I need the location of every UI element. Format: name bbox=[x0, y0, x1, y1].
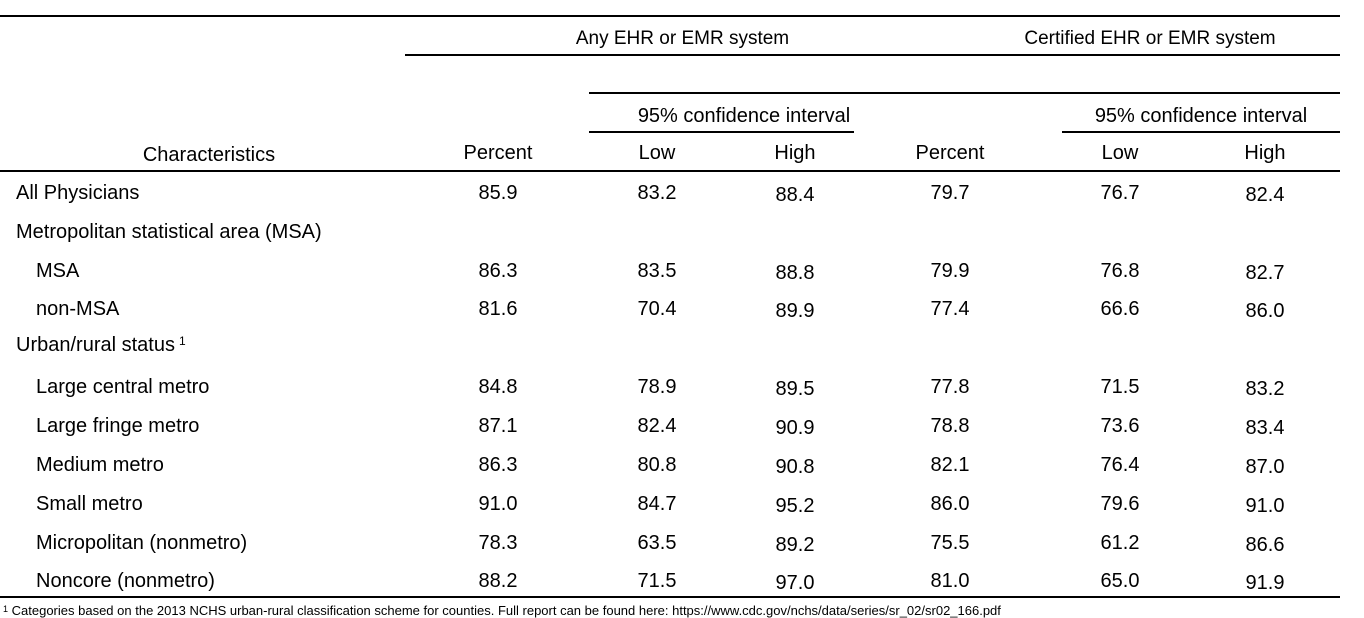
cell-cert-pct: 77.8 bbox=[930, 376, 970, 398]
cell-any-pct: 91.0 bbox=[478, 493, 518, 515]
table-bottom-rule bbox=[0, 596, 1340, 598]
row-label-text: MSA bbox=[36, 260, 80, 282]
group-header-certified: Certified EHR or EMR system bbox=[1024, 28, 1276, 49]
cell-cert-pct: 77.4 bbox=[930, 298, 970, 320]
row-label: Medium metro bbox=[36, 453, 164, 477]
cell-cert-high: 82.7 bbox=[1245, 262, 1285, 284]
ci-certified-rule-sub bbox=[1062, 131, 1340, 133]
row-label-text: Small metro bbox=[36, 493, 143, 515]
footnote-text: Categories based on the 2013 NCHS urban-… bbox=[11, 603, 1001, 618]
cell-cert-pct: 81.0 bbox=[930, 570, 970, 592]
header-certified-low: Low bbox=[1101, 142, 1139, 164]
cell-any-low: 82.4 bbox=[637, 415, 677, 437]
header-any-high: High bbox=[774, 142, 816, 164]
cell-any-high: 90.9 bbox=[775, 417, 815, 439]
row-label-text: Urban/rural status bbox=[16, 334, 175, 356]
row-label-text: Medium metro bbox=[36, 454, 164, 476]
cell-any-pct: 87.1 bbox=[478, 415, 518, 437]
row-label-text: Metropolitan statistical area (MSA) bbox=[16, 221, 322, 243]
row-label: non-MSA bbox=[36, 297, 119, 321]
group-header-rule bbox=[405, 54, 1340, 56]
cell-any-high: 97.0 bbox=[775, 572, 815, 594]
cell-cert-low: 76.8 bbox=[1100, 260, 1140, 282]
cell-any-pct: 84.8 bbox=[478, 376, 518, 398]
cell-any-high: 89.5 bbox=[775, 378, 815, 400]
cell-cert-high: 86.6 bbox=[1245, 534, 1285, 556]
cell-any-low: 71.5 bbox=[637, 570, 677, 592]
header-bottom-rule bbox=[0, 170, 1340, 172]
cell-any-high: 89.2 bbox=[775, 534, 815, 556]
row-label: Noncore (nonmetro) bbox=[36, 569, 215, 593]
footnote-reference: 1 bbox=[178, 334, 186, 348]
cell-cert-pct: 79.9 bbox=[930, 260, 970, 282]
header-characteristics: Characteristics bbox=[142, 144, 276, 166]
cell-any-low: 83.2 bbox=[637, 182, 677, 204]
ci-any-rule bbox=[589, 92, 1340, 94]
row-label: Urban/rural status 1 bbox=[16, 333, 186, 357]
cell-cert-low: 61.2 bbox=[1100, 532, 1140, 554]
header-certified-percent: Percent bbox=[915, 142, 985, 164]
footnote-marker: 1 bbox=[3, 604, 9, 614]
cell-any-high: 88.4 bbox=[775, 184, 815, 206]
cell-any-pct: 78.3 bbox=[478, 532, 518, 554]
cell-cert-high: 83.2 bbox=[1245, 378, 1285, 400]
cell-any-pct: 86.3 bbox=[478, 454, 518, 476]
cell-cert-pct: 86.0 bbox=[930, 493, 970, 515]
cell-cert-low: 66.6 bbox=[1100, 298, 1140, 320]
top-rule bbox=[0, 15, 1340, 17]
cell-any-low: 83.5 bbox=[637, 260, 677, 282]
cell-cert-pct: 82.1 bbox=[930, 454, 970, 476]
cell-cert-low: 73.6 bbox=[1100, 415, 1140, 437]
header-any-low: Low bbox=[638, 142, 676, 164]
cell-cert-high: 91.9 bbox=[1245, 572, 1285, 594]
cell-any-low: 63.5 bbox=[637, 532, 677, 554]
header-any-percent: Percent bbox=[463, 142, 533, 164]
cell-cert-high: 87.0 bbox=[1245, 456, 1285, 478]
row-label: Large fringe metro bbox=[36, 414, 199, 438]
cell-any-pct: 88.2 bbox=[478, 570, 518, 592]
row-label-text: Large central metro bbox=[36, 376, 210, 398]
row-label: Small metro bbox=[36, 492, 143, 516]
cell-any-pct: 86.3 bbox=[478, 260, 518, 282]
cell-cert-high: 86.0 bbox=[1245, 300, 1285, 322]
cell-cert-low: 79.6 bbox=[1100, 493, 1140, 515]
footnote: 1 Categories based on the 2013 NCHS urba… bbox=[3, 604, 1001, 618]
group-header-any: Any EHR or EMR system bbox=[575, 28, 790, 49]
cell-any-low: 70.4 bbox=[637, 298, 677, 320]
row-label: MSA bbox=[36, 259, 79, 283]
cell-any-high: 89.9 bbox=[775, 300, 815, 322]
row-label: All Physicians bbox=[16, 181, 139, 205]
cell-cert-low: 65.0 bbox=[1100, 570, 1140, 592]
cell-any-high: 95.2 bbox=[775, 495, 815, 517]
cell-cert-low: 71.5 bbox=[1100, 376, 1140, 398]
header-certified-high: High bbox=[1244, 142, 1286, 164]
cell-cert-high: 83.4 bbox=[1245, 417, 1285, 439]
row-label: Micropolitan (nonmetro) bbox=[36, 531, 247, 555]
cell-cert-low: 76.4 bbox=[1100, 454, 1140, 476]
cell-any-pct: 81.6 bbox=[478, 298, 518, 320]
cell-any-low: 80.8 bbox=[637, 454, 677, 476]
cell-cert-pct: 79.7 bbox=[930, 182, 970, 204]
cell-cert-pct: 75.5 bbox=[930, 532, 970, 554]
ci-any-rule-sub bbox=[589, 131, 854, 133]
cell-cert-pct: 78.8 bbox=[930, 415, 970, 437]
ci-label-any: 95% confidence interval bbox=[637, 105, 851, 127]
row-label: Large central metro bbox=[36, 375, 209, 399]
cell-any-high: 90.8 bbox=[775, 456, 815, 478]
row-label-text: non-MSA bbox=[36, 298, 120, 320]
cell-cert-high: 82.4 bbox=[1245, 184, 1285, 206]
cell-cert-low: 76.7 bbox=[1100, 182, 1140, 204]
cell-any-pct: 85.9 bbox=[478, 182, 518, 204]
row-label-text: Large fringe metro bbox=[36, 415, 200, 437]
cell-any-high: 88.8 bbox=[775, 262, 815, 284]
cell-any-low: 78.9 bbox=[637, 376, 677, 398]
row-label-text: Noncore (nonmetro) bbox=[36, 570, 215, 592]
row-label-text: Micropolitan (nonmetro) bbox=[36, 532, 248, 554]
row-label-text: All Physicians bbox=[16, 182, 140, 204]
ci-label-certified: 95% confidence interval bbox=[1094, 105, 1308, 127]
cell-cert-high: 91.0 bbox=[1245, 495, 1285, 517]
row-label: Metropolitan statistical area (MSA) bbox=[16, 220, 322, 244]
cell-any-low: 84.7 bbox=[637, 493, 677, 515]
